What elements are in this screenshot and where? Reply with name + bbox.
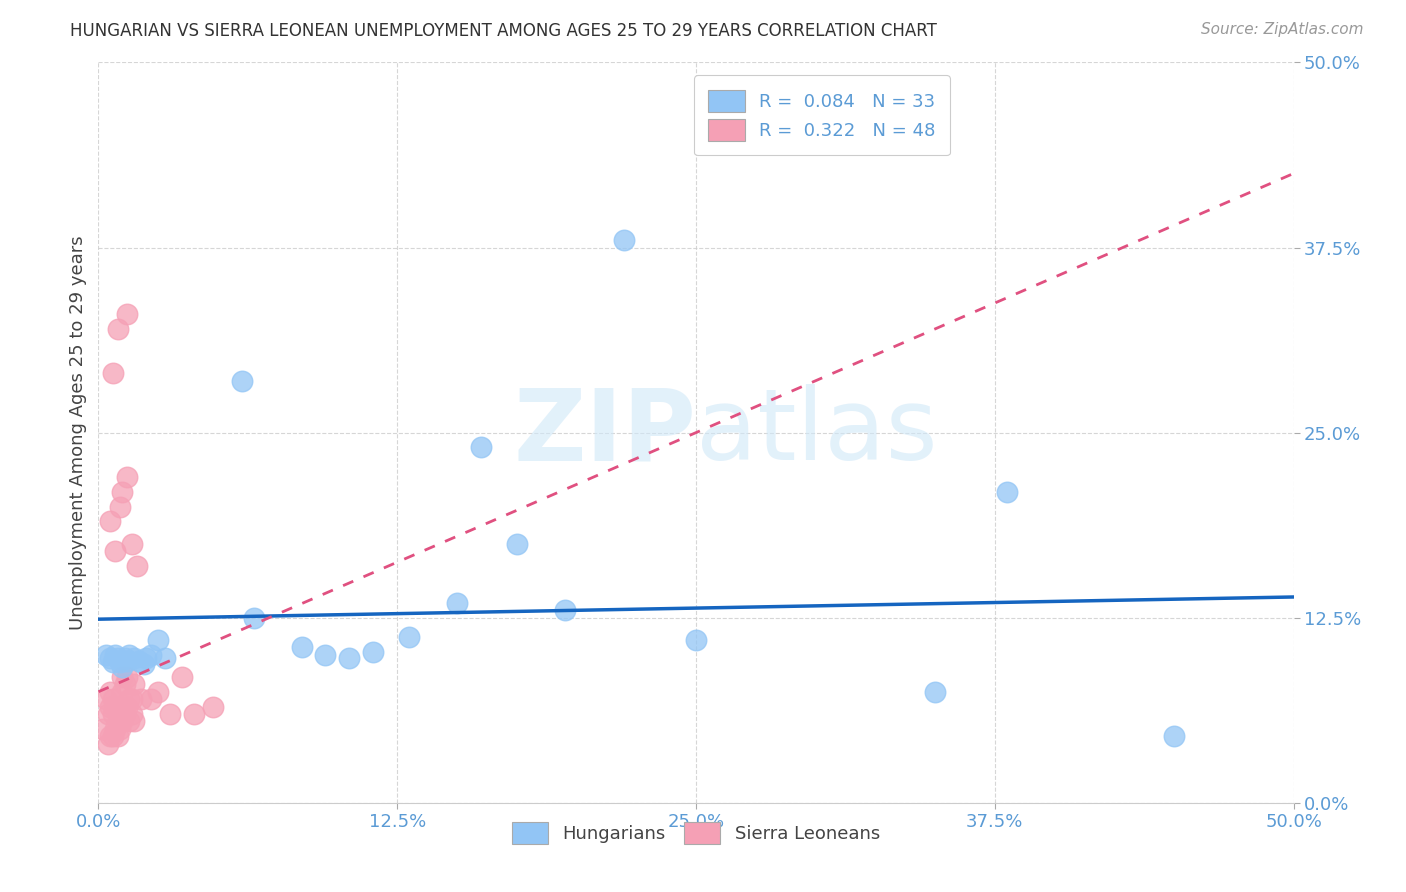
Point [91,722,114,736]
Text: ZIP: ZIP [513,384,696,481]
Point [101,706,124,721]
Point [94,648,117,662]
Point [101,367,124,381]
Point [115,307,138,321]
Point [202,699,225,714]
Point [231,374,253,388]
Point [111,714,134,729]
Point [139,648,162,662]
Point [115,470,138,484]
Point [118,648,141,662]
Point [470,441,492,455]
Text: HUNGARIAN VS SIERRA LEONEAN UNEMPLOYMENT AMONG AGES 25 TO 29 YEARS CORRELATION C: HUNGARIAN VS SIERRA LEONEAN UNEMPLOYMENT… [70,22,938,40]
Point [98,515,122,529]
Point [243,610,266,624]
Point [97,737,120,751]
Point [104,648,127,662]
Point [115,670,138,684]
Point [111,659,134,673]
Point [98,685,122,699]
Point [131,692,153,706]
Point [107,729,129,743]
Point [135,650,157,665]
Point [124,677,146,691]
Point [111,699,134,714]
Point [107,650,129,665]
Point [159,706,181,721]
Point [128,654,150,668]
Point [155,650,177,665]
Point [114,706,136,721]
Point [111,484,134,499]
Point [98,729,122,743]
Point [995,484,1018,499]
Point [315,648,337,662]
Text: atlas: atlas [696,384,938,481]
Point [108,655,131,669]
Point [108,722,131,736]
Point [108,699,131,714]
Point [101,729,124,743]
Point [107,322,129,336]
Point [1163,729,1185,743]
Point [108,500,131,514]
Point [107,706,129,721]
Point [148,685,170,699]
Point [132,657,155,671]
Point [506,536,529,550]
Point [101,692,124,706]
Point [121,706,143,721]
Point [613,233,636,247]
Point [148,632,170,647]
Point [101,655,124,669]
Point [104,544,127,558]
Point [124,714,146,729]
Point [115,699,138,714]
Point [125,558,148,573]
Point [924,685,946,699]
Point [107,714,129,729]
Point [291,640,314,655]
Point [398,630,420,644]
Point [139,692,162,706]
Point [115,654,138,668]
Point [114,650,136,665]
Point [118,692,141,706]
Point [124,650,146,665]
Point [98,650,122,665]
Point [183,706,205,721]
Point [98,699,122,714]
Point [121,536,143,550]
Point [554,603,576,617]
Point [118,714,141,729]
Point [114,677,136,691]
Y-axis label: Unemployment Among Ages 25 to 29 years: Unemployment Among Ages 25 to 29 years [69,235,87,630]
Point [111,670,134,684]
Point [121,692,143,706]
Point [446,596,468,610]
Point [339,650,361,665]
Point [94,692,117,706]
Point [104,699,127,714]
Point [104,722,127,736]
Point [111,685,134,699]
Point [685,632,707,647]
Point [363,645,385,659]
Legend: Hungarians, Sierra Leoneans: Hungarians, Sierra Leoneans [503,813,889,853]
Text: Source: ZipAtlas.com: Source: ZipAtlas.com [1201,22,1364,37]
Point [97,706,120,721]
Point [172,670,194,684]
